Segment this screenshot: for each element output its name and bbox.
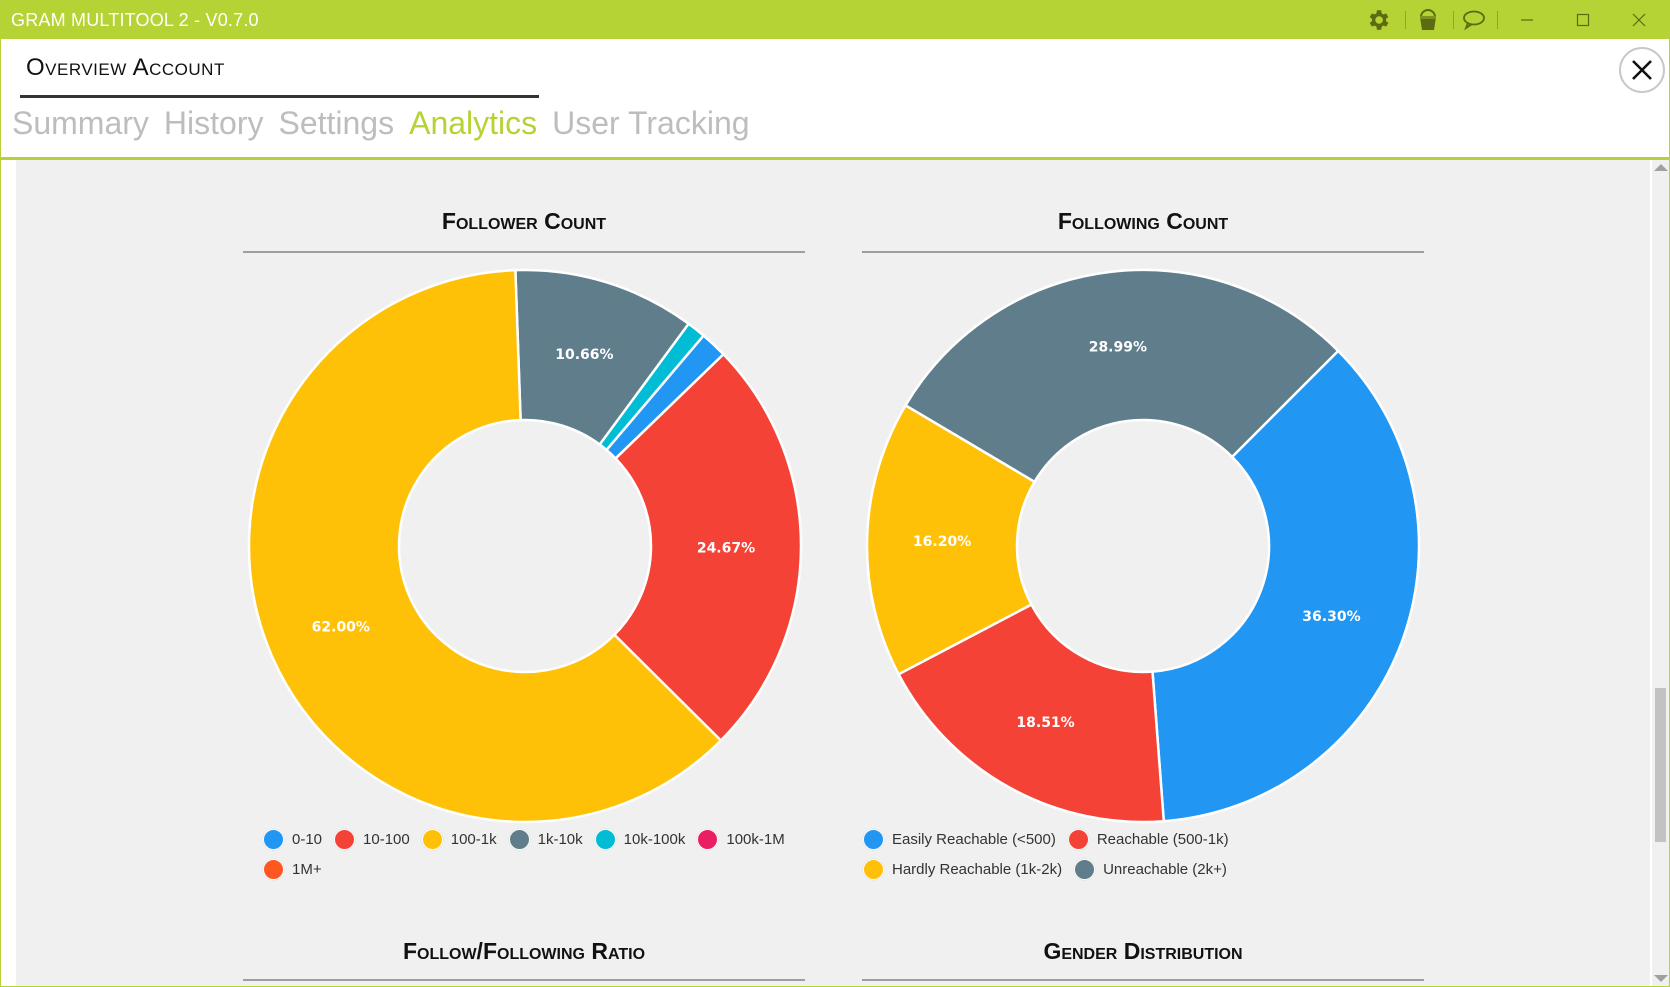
legend-item[interactable]: 1M+ (263, 858, 322, 880)
legend-label: 0-10 (292, 830, 323, 848)
legend-swatch-icon (421, 828, 443, 850)
page-title: Overview Account (26, 54, 225, 81)
section-divider (862, 251, 1424, 253)
follow-ratio-title: Follow/Following Ratio (402, 938, 646, 964)
toolbar-separator (1453, 11, 1454, 29)
analytics-panel: Follower Count 10.66% 24.67% 62.00% 0-10 10… (16, 160, 1650, 986)
gender-distribution-title: Gender Distribution (1043, 938, 1243, 964)
gear-icon (1369, 10, 1389, 30)
legend-label: 1M+ (292, 860, 322, 878)
minimize-icon (1521, 19, 1533, 21)
page-header: Overview Account Summary History Setting… (1, 39, 1669, 160)
section-divider (243, 251, 805, 253)
section-divider (862, 979, 1424, 981)
chart-slice[interactable] (612, 352, 803, 743)
slice-percentage-label: 18.51% (1016, 715, 1074, 731)
legend-swatch-icon (508, 828, 530, 850)
chart-slice[interactable] (247, 268, 723, 824)
legend-swatch-icon (334, 828, 356, 850)
close-icon (1632, 60, 1652, 80)
legend-swatch-icon (863, 858, 884, 880)
following-count-title: Following Count (1057, 208, 1229, 234)
legend-swatch-icon (697, 828, 719, 850)
following-count-donut-chart[interactable]: 36.30% 18.51% 16.20% 28.99% (853, 256, 1433, 836)
maximize-button[interactable] (1555, 1, 1611, 39)
app-title: GRAM MULTITOOL 2 - V0.7.0 (11, 10, 259, 30)
follower-count-donut-chart[interactable]: 10.66% 24.67% 62.00% (235, 256, 815, 836)
legend-label: 100-1k (450, 830, 497, 848)
legend-item[interactable]: 100-1k (421, 828, 497, 850)
scroll-up-arrow[interactable] (1654, 164, 1668, 171)
legend-swatch-icon (863, 828, 884, 850)
title-underline (20, 95, 539, 98)
legend-label: Hardly Reachable (1k-2k) (892, 860, 1063, 878)
section-divider (243, 979, 805, 981)
maximize-icon (1576, 13, 1590, 27)
slice-percentage-label: 10.66% (555, 347, 613, 363)
legend-item[interactable]: 100k-1M (697, 828, 785, 850)
slice-percentage-label: 28.99% (1089, 340, 1147, 356)
vertical-scrollbar[interactable] (1652, 160, 1669, 986)
legend-swatch-icon (1074, 858, 1096, 880)
legend-label: Easily Reachable (<500) (892, 830, 1056, 848)
legend-label: 10k-100k (623, 830, 686, 848)
legend-item[interactable]: Unreachable (2k+) (1074, 858, 1227, 880)
legend-item[interactable]: Reachable (500-1k) (1067, 828, 1229, 850)
legend-label: 1k-10k (537, 830, 583, 848)
chat-bubble-icon (1463, 10, 1485, 31)
close-overview-button[interactable] (1619, 47, 1665, 93)
tab-summary[interactable]: Summary (12, 105, 149, 141)
scroll-down-arrow[interactable] (1654, 975, 1668, 982)
legend-swatch-icon (263, 828, 284, 850)
tab-bar: Summary History Settings Analytics User … (12, 107, 750, 139)
following-count-legend: Easily Reachable (<500) Reachable (500-1k… (863, 828, 1433, 880)
chart-slice[interactable] (896, 602, 1166, 824)
toolbar-separator (1405, 11, 1406, 29)
legend-label: 10-100 (363, 830, 410, 848)
close-window-button[interactable] (1611, 1, 1667, 39)
legend-item[interactable]: 10-100 (334, 828, 410, 850)
legend-swatch-icon (594, 828, 616, 850)
legend-item[interactable]: Easily Reachable (<500) (863, 828, 1056, 850)
chart-slice[interactable] (903, 268, 1340, 484)
slice-percentage-label: 16.20% (913, 534, 971, 550)
chart-slice[interactable] (865, 403, 1037, 676)
follower-count-legend: 0-10 10-100 100-1k 1k-10k 10k-100k 100k-1M 1M+ (263, 828, 823, 880)
slice-percentage-label: 24.67% (697, 540, 755, 556)
theme-button[interactable] (1415, 7, 1441, 33)
slice-percentage-label: 62.00% (312, 619, 370, 635)
legend-item[interactable]: 0-10 (263, 828, 322, 850)
close-icon (1632, 13, 1646, 27)
scroll-thumb[interactable] (1655, 688, 1666, 842)
chart-slice[interactable] (1151, 349, 1421, 823)
legend-item[interactable]: 10k-100k (594, 828, 686, 850)
legend-label: 100k-1M (726, 830, 785, 848)
legend-label: Reachable (500-1k) (1096, 830, 1229, 848)
legend-item[interactable]: Hardly Reachable (1k-2k) (863, 858, 1062, 880)
legend-swatch-icon (1067, 828, 1089, 850)
minimize-button[interactable] (1499, 1, 1555, 39)
legend-label: Unreachable (2k+) (1103, 860, 1227, 878)
paint-bucket-icon (1420, 9, 1436, 30)
feedback-button[interactable] (1461, 7, 1487, 33)
tab-user-tracking[interactable]: User Tracking (552, 105, 750, 141)
settings-button[interactable] (1365, 7, 1391, 33)
legend-swatch-icon (263, 858, 284, 880)
tab-history[interactable]: History (163, 105, 264, 141)
follower-count-title: Follower Count (441, 208, 607, 234)
toolbar-separator (1497, 11, 1498, 29)
tab-settings[interactable]: Settings (278, 105, 395, 141)
slice-percentage-label: 36.30% (1302, 609, 1360, 625)
tab-analytics[interactable]: Analytics (409, 105, 538, 141)
title-bar[interactable]: GRAM MULTITOOL 2 - V0.7.0 (1, 1, 1669, 39)
legend-item[interactable]: 1k-10k (508, 828, 583, 850)
